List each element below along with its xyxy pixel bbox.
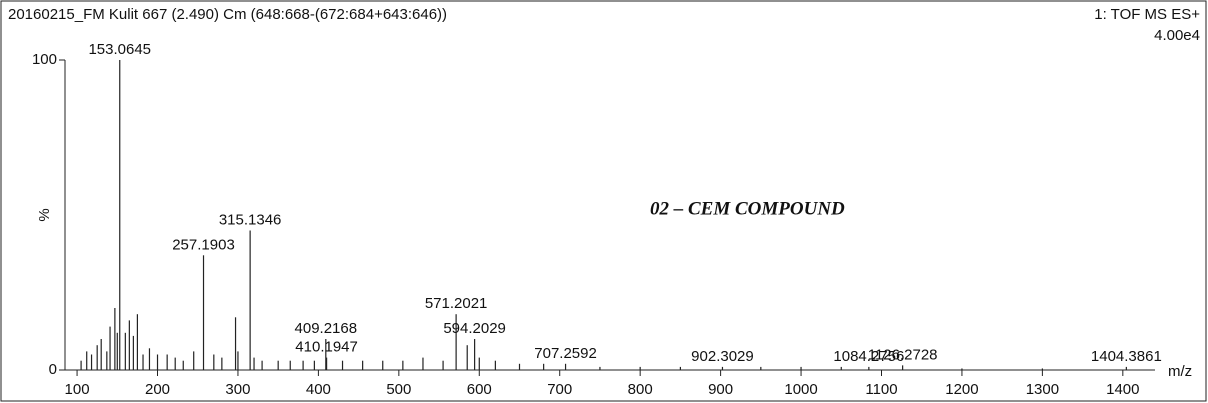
intensity-scale: 4.00e4 [1154,27,1200,44]
peak-label: 410.1947 [295,339,358,356]
x-tick-label: 1400 [1106,381,1139,398]
peak-label: 1126.2728 [868,346,938,363]
x-tick-label: 800 [628,381,653,398]
peak-label: 707.2592 [534,345,597,362]
y-tick-label: 0 [49,361,57,378]
x-tick-label: 1300 [1026,381,1059,398]
x-tick-label: 600 [467,381,492,398]
peak-label: 594.2029 [443,320,506,337]
peak-label: 409.2168 [295,320,358,337]
x-tick-label: 1200 [945,381,978,398]
peak-label: 257.1903 [172,236,235,253]
peak-label: 902.3029 [691,348,754,365]
y-axis-label: % [36,208,53,221]
peak-label: 1084.2756 [833,348,904,365]
peak-label: 315.1346 [219,211,282,228]
x-tick-label: 700 [547,381,572,398]
x-tick-label: 1100 [865,381,897,398]
x-tick-label: 900 [708,381,733,398]
instrument: 1: TOF MS ES+ [1094,6,1200,23]
x-tick-label: 500 [386,381,411,398]
peak-label: 571.2021 [425,295,488,312]
annotation: 02 – CEM COMPOUND [650,198,845,219]
y-tick-label: 100 [32,51,57,68]
x-tick-label: 1000 [784,381,817,398]
peak-label: 1404.3861 [1091,348,1162,365]
x-tick-label: 400 [306,381,331,398]
peak-label: 153.0645 [88,41,151,58]
x-tick-label: 300 [225,381,250,398]
x-axis-label: m/z [1168,363,1192,380]
x-tick-label: 100 [65,381,90,398]
chart-title: 20160215_FM Kulit 667 (2.490) Cm (648:66… [8,6,447,23]
x-tick-label: 200 [145,381,170,398]
